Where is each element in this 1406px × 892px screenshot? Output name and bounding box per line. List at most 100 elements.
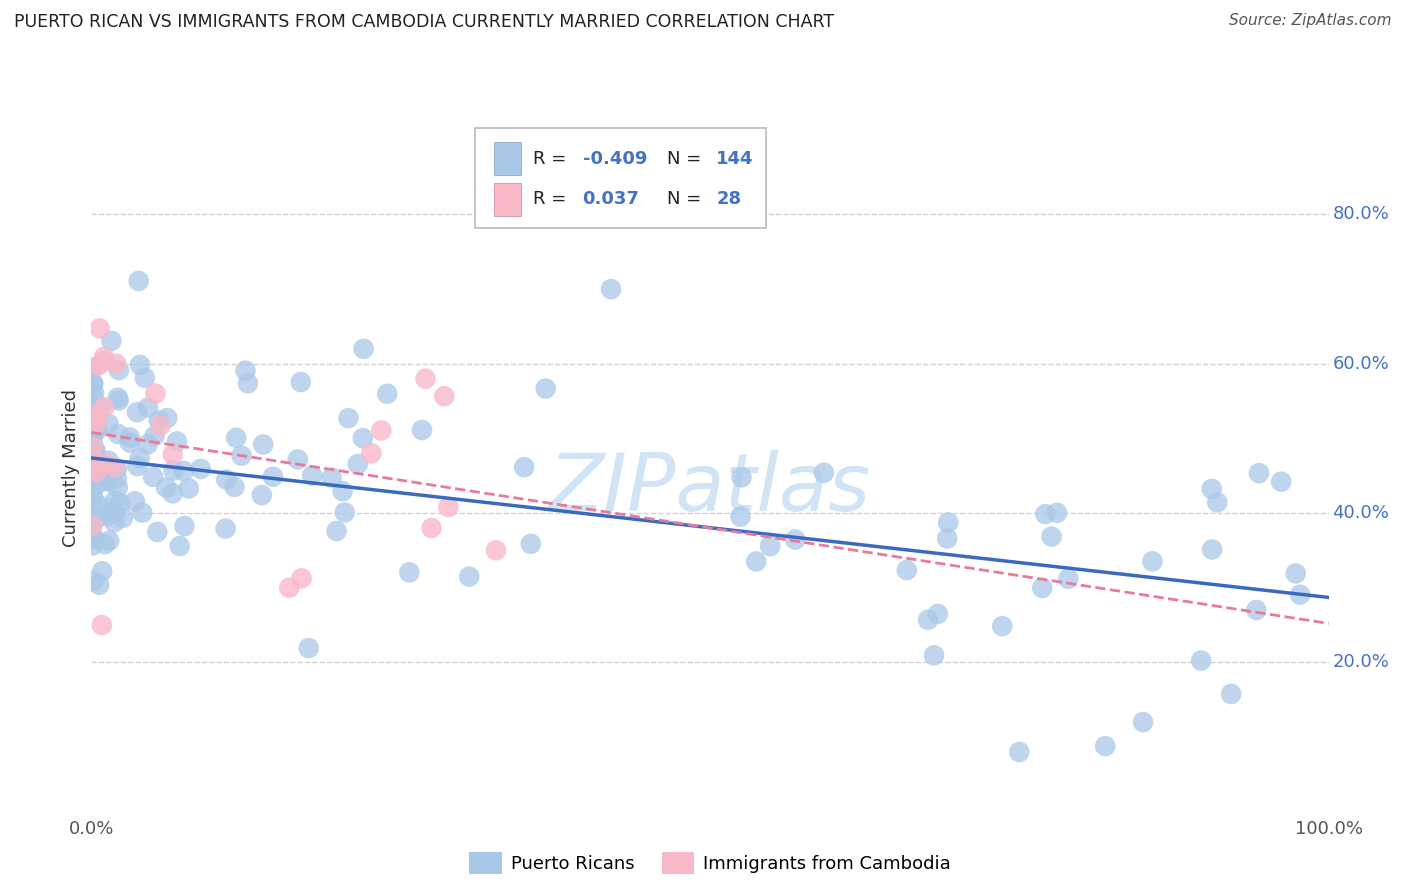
Point xyxy=(162,463,184,477)
Point xyxy=(236,376,259,391)
Text: R =: R = xyxy=(533,190,572,208)
Point xyxy=(83,386,105,401)
Point xyxy=(458,569,481,583)
Point xyxy=(420,521,443,535)
Point xyxy=(520,537,543,551)
Point xyxy=(94,457,117,471)
Point xyxy=(90,468,112,483)
Point xyxy=(89,321,111,335)
Point xyxy=(84,511,107,525)
Point xyxy=(111,511,134,525)
FancyBboxPatch shape xyxy=(475,128,766,228)
Point xyxy=(759,539,782,553)
Point xyxy=(82,441,104,455)
Point xyxy=(82,530,104,544)
Point xyxy=(84,442,107,457)
Point xyxy=(93,401,115,415)
Point xyxy=(96,473,118,487)
Point xyxy=(86,511,108,525)
Point xyxy=(745,554,768,568)
Point xyxy=(513,460,536,475)
Point xyxy=(82,468,104,483)
Point xyxy=(94,537,117,551)
Point xyxy=(437,500,460,514)
Point xyxy=(124,494,146,508)
Point xyxy=(87,359,110,373)
Point xyxy=(1246,603,1268,617)
Point xyxy=(927,607,949,621)
Point xyxy=(370,424,392,438)
Point xyxy=(600,282,623,296)
Text: 28: 28 xyxy=(716,190,741,208)
Point xyxy=(415,372,437,386)
Text: N =: N = xyxy=(666,190,707,208)
Point xyxy=(89,499,111,513)
Point xyxy=(813,466,835,480)
Point xyxy=(84,461,107,475)
Point xyxy=(325,524,347,538)
Point xyxy=(82,481,104,495)
Point xyxy=(108,496,131,510)
Point xyxy=(93,350,115,364)
Point xyxy=(411,423,433,437)
Text: 144: 144 xyxy=(716,150,754,168)
Point xyxy=(86,465,108,479)
Point xyxy=(936,532,959,546)
Point xyxy=(103,516,125,530)
Point xyxy=(82,457,104,471)
Point xyxy=(1189,654,1212,668)
Point xyxy=(131,506,153,520)
Point xyxy=(936,516,959,530)
Point xyxy=(96,475,118,489)
Point xyxy=(89,578,111,592)
Point xyxy=(1046,506,1069,520)
Point xyxy=(97,508,120,523)
Text: Source: ZipAtlas.com: Source: ZipAtlas.com xyxy=(1229,13,1392,29)
Point xyxy=(82,360,104,375)
Point xyxy=(250,488,273,502)
Point xyxy=(321,470,343,484)
Point xyxy=(105,357,128,371)
Point xyxy=(104,506,127,520)
Point xyxy=(214,522,236,536)
Point xyxy=(353,342,375,356)
Point xyxy=(90,618,112,632)
Point xyxy=(83,414,105,428)
Point xyxy=(86,415,108,429)
Point xyxy=(352,431,374,445)
Point xyxy=(162,448,184,462)
Point xyxy=(262,469,284,483)
Point xyxy=(142,470,165,484)
Point xyxy=(97,417,120,431)
Point xyxy=(166,434,188,449)
Point xyxy=(107,391,129,405)
Point xyxy=(149,418,172,433)
Point xyxy=(104,460,127,475)
Bar xyxy=(494,183,520,216)
Point xyxy=(82,574,104,588)
Point xyxy=(129,358,152,372)
Point xyxy=(91,564,114,578)
Point xyxy=(337,411,360,425)
Point xyxy=(82,389,104,403)
Point xyxy=(145,386,167,401)
Point xyxy=(375,386,398,401)
Point xyxy=(86,423,108,437)
Point xyxy=(173,464,195,478)
Point xyxy=(1201,482,1223,496)
Point xyxy=(82,529,104,543)
Point xyxy=(485,543,508,558)
Point xyxy=(785,533,807,547)
Point xyxy=(1201,542,1223,557)
Point xyxy=(136,437,159,451)
Point xyxy=(190,462,212,476)
Point xyxy=(896,563,918,577)
Point xyxy=(89,400,111,414)
Point xyxy=(155,481,177,495)
Text: 20.0%: 20.0% xyxy=(1333,654,1389,672)
Point xyxy=(235,363,257,377)
Point xyxy=(82,516,104,530)
Point xyxy=(86,420,108,434)
Point xyxy=(290,375,312,389)
Point xyxy=(252,437,274,451)
